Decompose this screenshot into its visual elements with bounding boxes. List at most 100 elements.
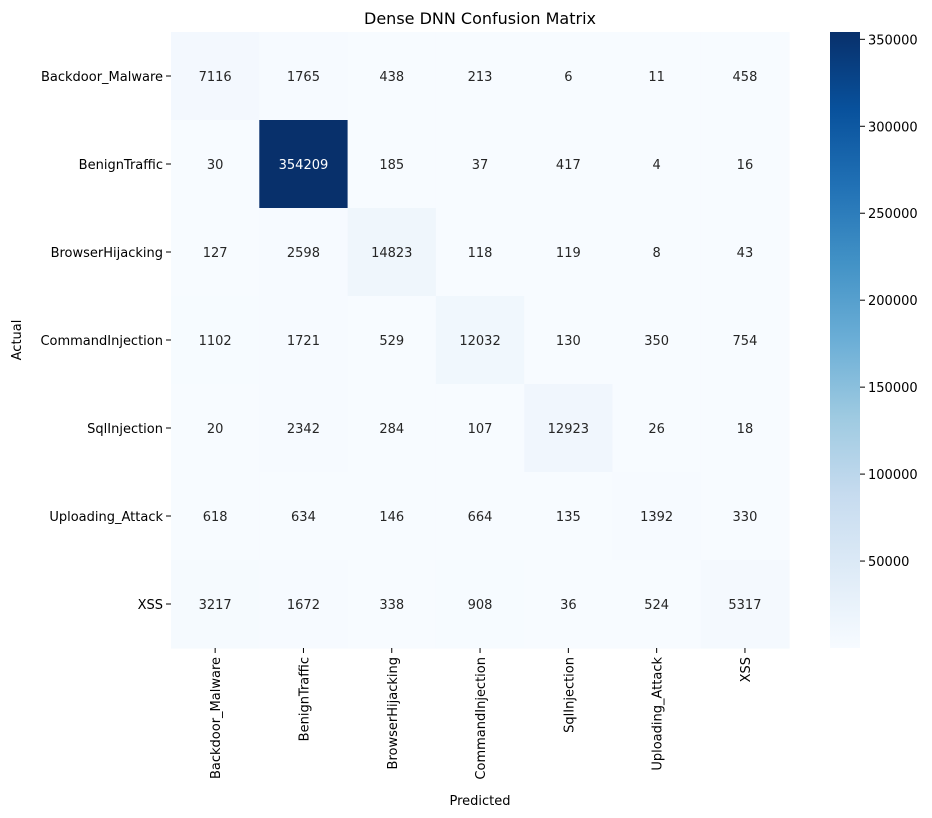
cell-value-label: 618 [203,510,228,525]
heatmap-cell [171,472,260,561]
cell-value-label: 634 [291,510,316,525]
cell-value-label: 185 [379,158,404,173]
heatmap-cell [524,560,614,649]
cell-value-label: 1672 [287,598,320,613]
heatmap-cell [524,472,614,561]
heatmap-cell [612,208,702,297]
cell-value-label: 754 [733,334,758,349]
cell-value-label: 908 [468,598,493,613]
cell-value-label: 1102 [199,334,232,349]
cell-value-label: 284 [379,422,404,437]
colorbar-tick-label: 150000 [868,381,918,396]
cell-value-label: 354209 [279,158,329,173]
heatmap-cell [700,32,790,121]
x-axis-ticks: Backdoor_Malware BenignTraffic BrowserHija… [209,648,754,780]
heatmap-cell [612,472,702,561]
heatmap-cell [612,296,702,385]
heatmap-cell [347,560,437,649]
y-tick-label: Uploading_Attack [49,510,163,525]
heatmap-cell [612,32,702,121]
cell-value-label: 8 [653,246,661,261]
cell-value-label: 3217 [199,598,232,613]
heatmap-cell [524,32,614,121]
heatmap-cell [347,120,437,209]
cell-value-label: 6 [564,70,572,85]
cell-value-label: 1765 [287,70,320,85]
heatmap-cell [435,472,525,561]
heatmap-cell [259,120,349,209]
heatmap-cell [171,208,260,297]
x-tick-label: BrowserHijacking [386,657,401,769]
cell-value-label: 7116 [199,70,232,85]
heatmap-cell [700,120,790,209]
colorbar-tick-label: 200000 [868,294,918,309]
cell-value-label: 1392 [640,510,673,525]
cell-value-label: 12923 [548,422,589,437]
colorbar: 50000 100000 150000 200000 250000 300000 35000… [830,32,918,648]
cell-value-label: 1721 [287,334,320,349]
chart-title: Dense DNN Confusion Matrix [364,9,596,28]
heatmap-cell [612,384,702,473]
y-tick-label: CommandInjection [40,334,163,349]
heatmap-cell [347,384,437,473]
x-tick-label: Backdoor_Malware [209,657,224,779]
cell-value-label: 2598 [287,246,320,261]
heatmap-cell [347,472,437,561]
x-tick-label: XSS [739,657,754,682]
heatmap-cell [700,472,790,561]
cell-value-label: 16 [737,158,754,173]
x-tick-label: CommandInjection [474,657,489,780]
heatmap-cell [524,120,614,209]
heatmap-cell [171,32,260,121]
colorbar-tick-label: 100000 [868,468,918,483]
cell-value-label: 4 [653,158,661,173]
heatmap-cell [435,120,525,209]
heatmap-cells [171,32,790,649]
y-tick-label: BrowserHijacking [51,246,163,261]
cell-value-label: 350 [644,334,669,349]
heatmap-cell [524,208,614,297]
cell-value-label: 146 [379,510,404,525]
heatmap-cell [524,296,614,385]
heatmap-cell [700,560,790,649]
cell-value-label: 107 [468,422,493,437]
cell-value-label: 127 [203,246,228,261]
cell-value-label: 135 [556,510,581,525]
heatmap-cell [259,384,349,473]
heatmap-cell [612,120,702,209]
cell-value-label: 417 [556,158,581,173]
cell-value-label: 524 [644,598,669,613]
cell-value-label: 2342 [287,422,320,437]
heatmap-cell [700,384,790,473]
y-tick-label: SqlInjection [87,422,163,437]
cell-value-label: 37 [472,158,489,173]
cell-value-label: 330 [733,510,758,525]
colorbar-tick-label: 250000 [868,207,918,222]
heatmap-cell [171,296,260,385]
cell-value-label: 12032 [459,334,500,349]
heatmap-cell [524,384,614,473]
heatmap-cell [347,32,437,121]
x-tick-label: SqlInjection [562,657,577,733]
heatmap-cell [435,32,525,121]
heatmap-cell [700,296,790,385]
heatmap-cell [612,560,702,649]
cell-value-label: 458 [733,70,758,85]
heatmap-cell [259,472,349,561]
cell-value-label: 130 [556,334,581,349]
heatmap-cell [435,560,525,649]
x-tick-label: Uploading_Attack [651,657,666,771]
cell-value-label: 18 [737,422,754,437]
heatmap-cell [347,208,437,297]
heatmap-cell [347,296,437,385]
colorbar-tick-label: 350000 [868,33,918,48]
cell-value-label: 664 [468,510,493,525]
y-axis-ticks: Backdoor_Malware BenignTraffic BrowserHija… [40,70,171,613]
heatmap-cell [171,384,260,473]
heatmap-cell [259,560,349,649]
cell-value-label: 43 [737,246,754,261]
heatmap-cell [171,120,260,209]
colorbar-tick-label: 300000 [868,120,918,135]
